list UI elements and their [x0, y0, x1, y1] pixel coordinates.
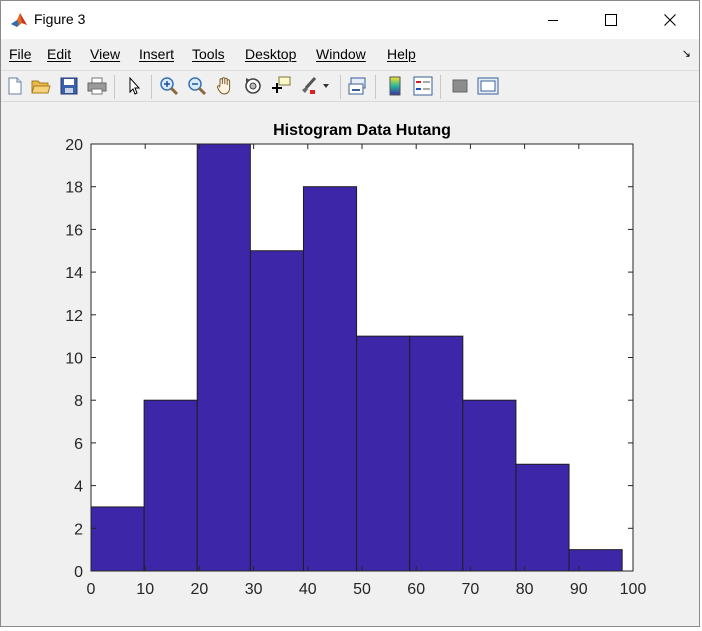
figure-toolbar [1, 70, 699, 102]
histogram-chart: Histogram Data Hutang 0 10 20 30 40 50 60 70 80 9… [65, 122, 647, 598]
histogram-bar [409, 335, 464, 572]
chevron-down-icon [323, 84, 329, 88]
save-icon [60, 77, 78, 95]
maximize-icon [605, 14, 617, 26]
zoom-in-icon [160, 77, 179, 96]
pan-button[interactable] [214, 75, 236, 97]
y-tick-label: 20 [65, 137, 83, 154]
histogram-bar [196, 143, 251, 572]
histogram-bar [568, 549, 623, 572]
dock-arrow-icon[interactable]: ↘ [681, 48, 691, 60]
new-figure-button[interactable] [4, 75, 26, 97]
open-file-icon [31, 80, 51, 94]
colorbar-button[interactable] [384, 75, 406, 97]
histogram-bar [302, 186, 358, 572]
toolbar-separator [151, 75, 152, 99]
toolbar-separator [114, 75, 115, 99]
chart-title: Histogram Data Hutang [273, 122, 451, 139]
title-bar: Figure 3 [1, 1, 699, 39]
toolbar-separator [375, 75, 376, 99]
x-tick-label: 50 [353, 581, 371, 598]
print-icon [87, 77, 107, 95]
show-plot-tools-button[interactable] [477, 75, 499, 97]
maximize-button[interactable] [588, 1, 634, 39]
close-button[interactable] [647, 1, 693, 39]
menu-help[interactable]: Help [387, 46, 416, 62]
menu-view[interactable]: View [90, 46, 121, 62]
y-tick-label: 2 [74, 521, 83, 538]
zoom-out-icon [188, 77, 207, 96]
colorbar-icon [389, 76, 401, 96]
menu-file[interactable]: File [9, 46, 32, 62]
y-tick-label: 18 [65, 180, 83, 197]
open-file-button[interactable] [30, 75, 52, 97]
link-plot-icon [348, 77, 366, 95]
new-figure-icon [8, 77, 22, 95]
save-button[interactable] [58, 75, 80, 97]
y-tick-label: 4 [74, 479, 83, 496]
zoom-in-button[interactable] [158, 75, 180, 97]
hide-plot-tools-icon [452, 79, 468, 93]
menu-window[interactable]: Window [316, 46, 366, 62]
histogram-bar [90, 506, 145, 572]
x-tick-label: 100 [620, 581, 647, 598]
histogram-bar [356, 335, 411, 572]
minimize-button[interactable] [530, 1, 576, 39]
y-tick-label: 8 [74, 393, 83, 410]
y-tick-label: 14 [65, 265, 83, 282]
link-plot-button[interactable] [347, 75, 369, 97]
menu-bar: File Edit View Insert Tools Desktop Wind… [1, 41, 699, 67]
toolbar-separator [440, 75, 441, 99]
x-tick-label: 0 [87, 581, 96, 598]
x-tick-label: 40 [299, 581, 317, 598]
legend-icon [413, 76, 433, 96]
y-tick-label: 16 [65, 222, 83, 239]
histogram-bar [249, 250, 304, 572]
menu-tools[interactable]: Tools [192, 46, 225, 62]
print-button[interactable] [86, 75, 108, 97]
hide-plot-tools-button[interactable] [449, 75, 471, 97]
show-plot-tools-icon [477, 77, 499, 95]
pan-icon [216, 77, 231, 95]
pointer-icon [129, 76, 141, 95]
zoom-out-button[interactable] [186, 75, 208, 97]
brush-icon [302, 76, 317, 94]
window-title: Figure 3 [34, 11, 86, 27]
data-cursor-button[interactable] [270, 75, 292, 97]
x-tick-label: 30 [245, 581, 263, 598]
figure-canvas: Histogram Data Hutang 0 10 20 30 40 50 60 70 80 9… [1, 103, 699, 626]
x-tick-label: 10 [136, 581, 154, 598]
rotate-3d-button[interactable] [242, 75, 264, 97]
pointer-button[interactable] [123, 75, 145, 97]
brush-button[interactable] [298, 75, 320, 97]
histogram-bar [515, 463, 570, 572]
legend-button[interactable] [412, 75, 434, 97]
y-tick-label: 0 [74, 564, 83, 581]
x-tick-label: 20 [191, 581, 209, 598]
toolbar-separator [340, 75, 341, 99]
x-tick-label: 80 [516, 581, 534, 598]
y-tick-label: 12 [65, 308, 83, 325]
close-icon [664, 14, 676, 26]
x-tick-label: 70 [462, 581, 480, 598]
minimize-icon [548, 20, 558, 21]
brush-dropdown[interactable] [320, 75, 332, 97]
histogram-bar [143, 399, 198, 572]
data-cursor-icon [272, 76, 291, 93]
y-tick-label: 6 [74, 436, 83, 453]
y-tick-label: 10 [65, 351, 83, 368]
menu-edit[interactable]: Edit [47, 46, 72, 62]
x-tick-label: 90 [570, 581, 588, 598]
menu-insert[interactable]: Insert [139, 46, 175, 62]
menu-desktop[interactable]: Desktop [245, 46, 297, 62]
matlab-logo-icon [11, 13, 27, 27]
rotate-3d-icon [245, 78, 261, 94]
histogram-bar [462, 399, 517, 572]
x-tick-label: 60 [407, 581, 425, 598]
